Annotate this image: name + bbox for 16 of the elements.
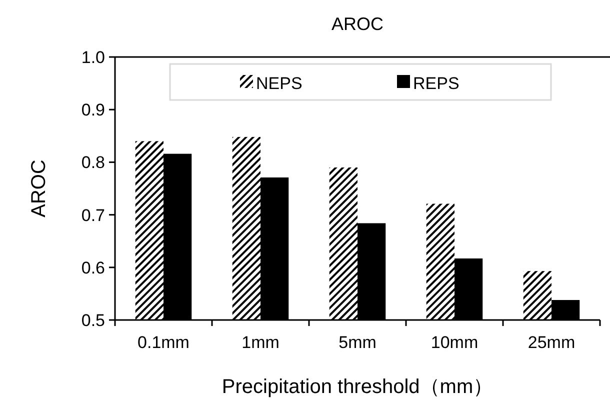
y-tick-label: 1.0 [81,48,105,67]
chart-title: AROC [331,14,384,34]
x-tick-label: 10mm [430,333,478,352]
x-axis-title: Precipitation threshold（mm） [222,376,494,398]
y-tick-label: 0.7 [81,206,105,225]
legend-label: NEPS [256,74,302,93]
y-tick-label: 0.8 [81,153,105,172]
x-tick-label: 25mm [528,333,576,352]
legend-label: REPS [413,74,460,93]
x-tick-label: 1mm [242,333,280,352]
x-tick-label: 5mm [338,333,376,352]
y-tick-label: 0.6 [81,258,105,278]
x-tick-label: 0.1mm [138,333,190,352]
y-tick-label: 0.9 [81,100,105,120]
y-tick-label: 0.5 [81,311,105,330]
y-axis-title: AROC [28,160,50,218]
